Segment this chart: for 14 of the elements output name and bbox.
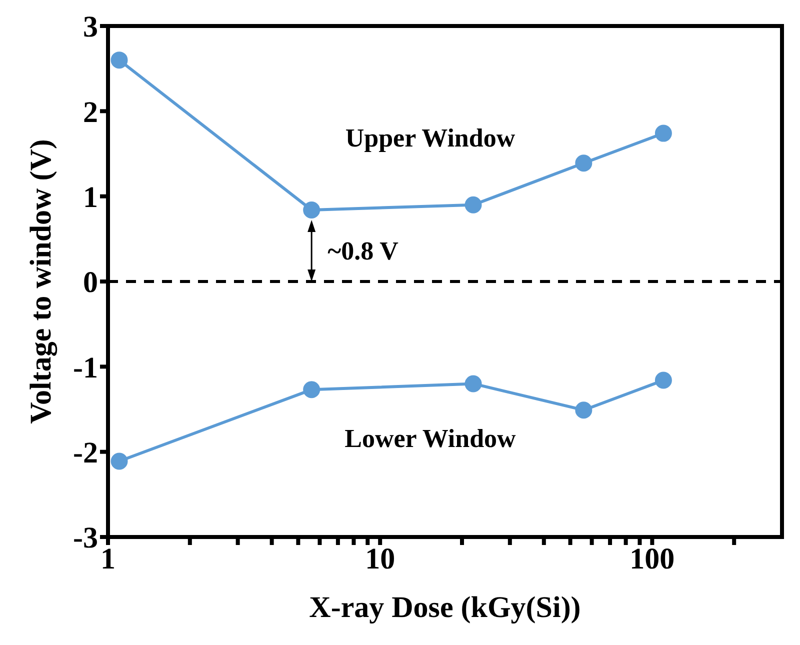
series-label: Upper Window [345,123,516,152]
y-tick-label: 1 [83,180,98,214]
y-tick-label: 3 [83,10,98,44]
y-tick-label: 0 [83,266,98,300]
x-tick-label: 10 [365,542,396,576]
y-tick-label: -1 [73,351,98,384]
series-label: Lower Window [344,424,516,453]
x-axis-title: X-ray Dose (kGy(Si)) [309,591,581,624]
y-tick-label: -3 [73,522,98,555]
annotation: ~0.8 V [328,236,399,266]
y-axis-title: Voltage to window (V) [24,139,58,424]
y-tick-label: 2 [83,96,98,129]
x-tick-label: 100 [630,542,675,576]
y-tick-label: -2 [73,436,98,470]
